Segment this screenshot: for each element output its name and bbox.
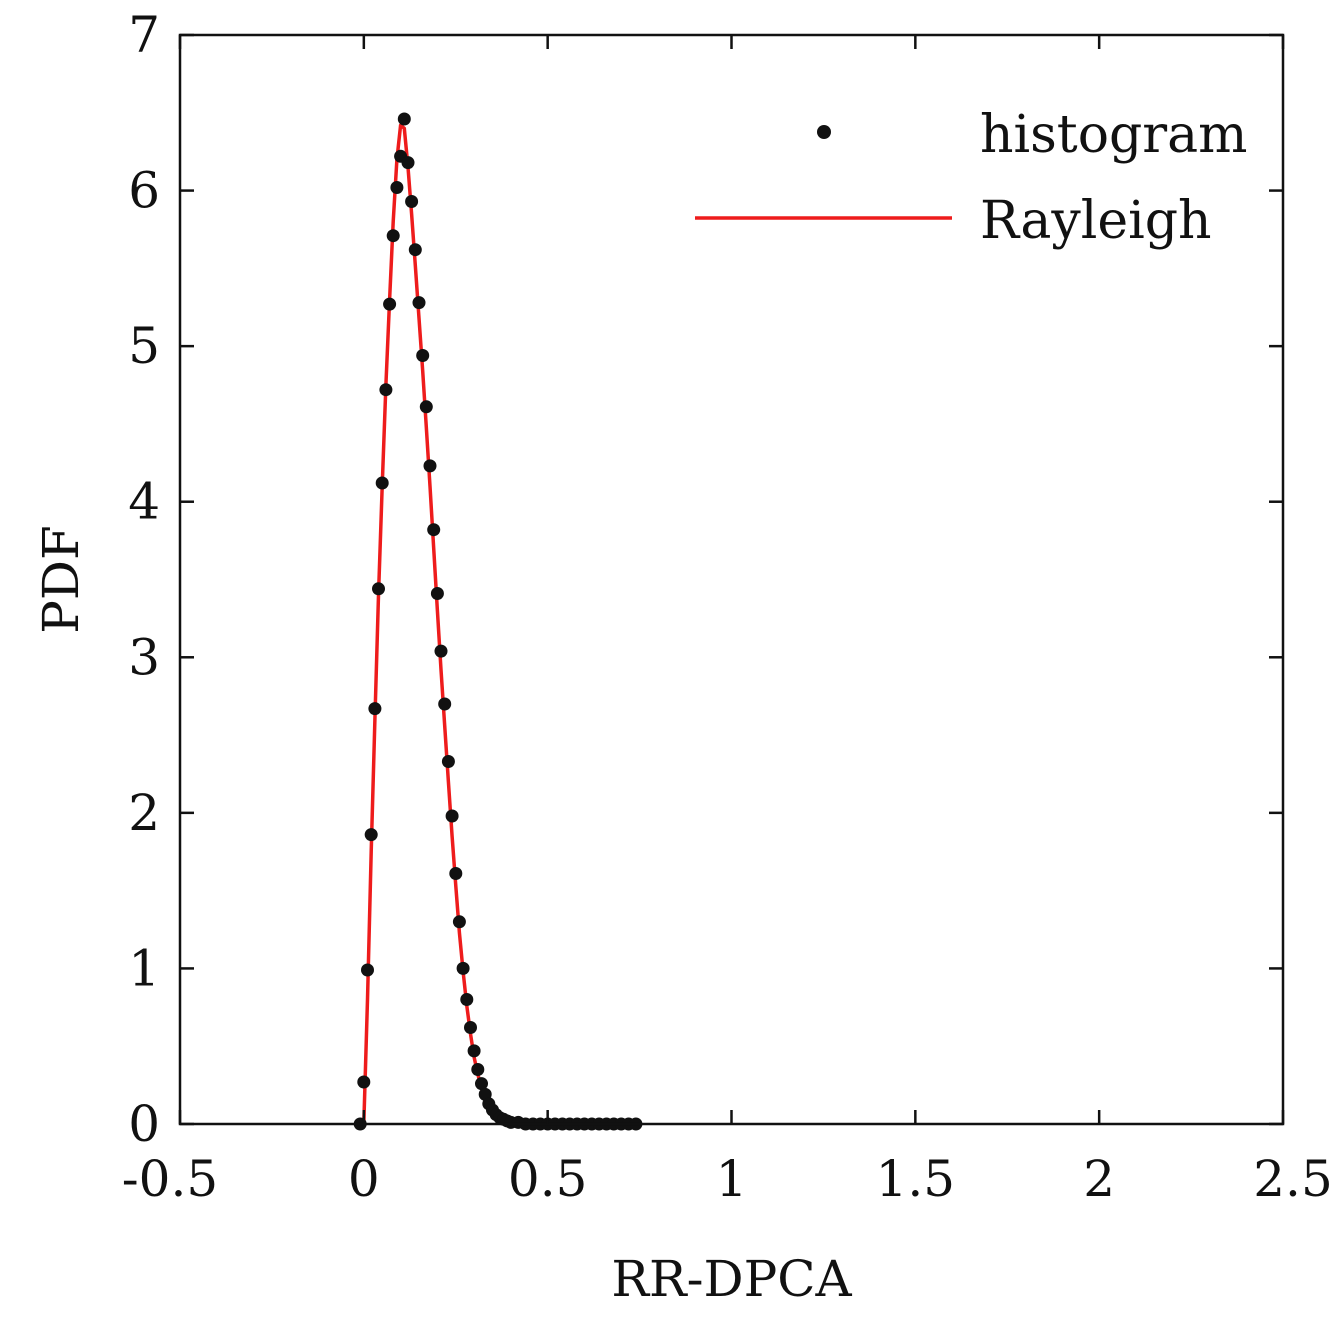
x-tick-label: 1.5 bbox=[876, 1150, 956, 1208]
histogram-point bbox=[464, 1021, 477, 1034]
y-axis-label: PDF bbox=[32, 525, 90, 633]
histogram-point bbox=[460, 993, 474, 1006]
histogram-point bbox=[467, 1044, 481, 1058]
histogram-point bbox=[438, 697, 452, 711]
y-tick-label: 5 bbox=[128, 317, 160, 375]
histogram-point bbox=[445, 809, 459, 823]
histogram-point bbox=[372, 582, 385, 596]
y-tick-label: 4 bbox=[128, 473, 160, 531]
histogram-point bbox=[416, 349, 430, 362]
histogram-point bbox=[430, 587, 444, 600]
rayleigh-fit-line bbox=[362, 123, 636, 1126]
x-tick-label: 0.5 bbox=[508, 1150, 588, 1208]
legend-histogram-label: histogram bbox=[980, 105, 1247, 165]
histogram-point bbox=[397, 112, 411, 126]
x-tick-label: 2 bbox=[1083, 1150, 1115, 1208]
x-tick-label: 2.5 bbox=[1253, 1150, 1333, 1208]
histogram-point bbox=[456, 961, 470, 975]
histogram-point bbox=[408, 243, 422, 257]
histogram-point bbox=[427, 523, 441, 537]
histogram-point bbox=[452, 915, 466, 929]
legend: histogram Rayleigh bbox=[695, 105, 1247, 251]
histogram-point bbox=[357, 1075, 371, 1089]
histogram-point bbox=[449, 867, 463, 880]
y-tick-label: 6 bbox=[128, 162, 160, 220]
histogram-point bbox=[419, 400, 433, 414]
x-tick-label: 0 bbox=[348, 1150, 380, 1208]
histogram-point bbox=[471, 1063, 485, 1076]
legend-histogram-marker bbox=[817, 125, 831, 139]
y-tick-label: 7 bbox=[128, 6, 160, 64]
histogram-point bbox=[386, 229, 400, 243]
histogram-point bbox=[441, 755, 455, 768]
y-tick-label: 1 bbox=[128, 939, 160, 997]
histogram-point bbox=[412, 296, 426, 310]
histogram-point bbox=[475, 1077, 488, 1091]
histogram-point bbox=[379, 383, 393, 397]
histogram-point bbox=[361, 963, 374, 977]
histogram-point bbox=[364, 828, 378, 842]
y-tick-label: 2 bbox=[128, 784, 160, 842]
y-tick-label: 0 bbox=[128, 1095, 160, 1153]
y-tick-label: 3 bbox=[128, 628, 160, 686]
x-tick-label: -0.5 bbox=[122, 1150, 218, 1208]
histogram-point bbox=[423, 459, 437, 473]
histogram-point bbox=[401, 156, 415, 170]
histogram-point bbox=[390, 181, 404, 194]
x-axis-label: RR-DPCA bbox=[611, 1250, 852, 1308]
x-tick-label: 1 bbox=[716, 1150, 748, 1208]
plot-area bbox=[353, 112, 643, 1131]
histogram-point bbox=[383, 297, 397, 311]
histogram-point bbox=[434, 644, 448, 658]
legend-rayleigh-label: Rayleigh bbox=[980, 191, 1212, 251]
histogram-point bbox=[368, 702, 382, 716]
histogram-point bbox=[405, 195, 419, 208]
histogram-point bbox=[375, 476, 389, 490]
